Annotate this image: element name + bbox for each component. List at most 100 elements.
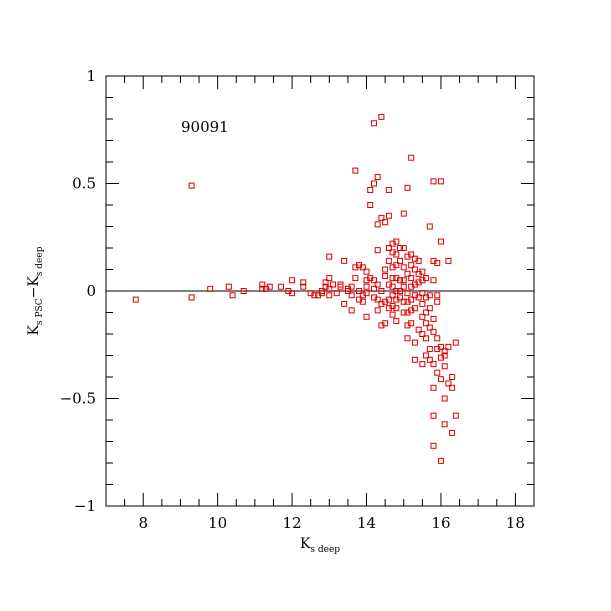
- data-point: [318, 290, 325, 297]
- data-point: [326, 275, 333, 282]
- data-point: [426, 346, 433, 353]
- data-point: [322, 279, 329, 286]
- data-point: [311, 292, 318, 299]
- data-point: [277, 283, 284, 290]
- data-point: [225, 283, 232, 290]
- x-tick-label: 18: [506, 514, 525, 532]
- data-point: [434, 369, 441, 376]
- data-point: [374, 281, 381, 288]
- data-point: [426, 305, 433, 312]
- data-point: [419, 361, 426, 368]
- data-point: [370, 180, 377, 187]
- x-axis-label: Ks deep: [300, 536, 340, 555]
- data-point: [423, 275, 430, 282]
- data-point: [437, 178, 444, 185]
- data-point: [385, 212, 392, 219]
- data-point: [408, 251, 415, 258]
- chart-annotation: 90091: [181, 118, 229, 136]
- data-point: [363, 290, 370, 297]
- data-point: [449, 374, 456, 380]
- data-point: [408, 275, 415, 282]
- x-tick-label: 10: [208, 514, 227, 532]
- data-point: [385, 245, 392, 251]
- data-point: [389, 275, 396, 282]
- data-point: [430, 442, 437, 449]
- data-point: [393, 305, 400, 312]
- data-point: [400, 309, 407, 316]
- data-point: [430, 178, 437, 185]
- data-point: [415, 294, 422, 301]
- data-point: [389, 292, 396, 299]
- data-point: [363, 268, 370, 275]
- data-point: [434, 298, 441, 305]
- data-point: [326, 285, 333, 292]
- data-point: [437, 376, 444, 383]
- data-point: [408, 154, 415, 161]
- data-point: [240, 288, 247, 294]
- y-axis-label-a-main: K: [26, 324, 42, 335]
- data-point: [389, 283, 396, 290]
- data-point: [441, 395, 448, 402]
- data-point: [437, 343, 444, 350]
- y-axis-label: Ks PSC−Ks deep: [26, 246, 45, 335]
- data-point: [419, 300, 426, 307]
- data-point: [207, 285, 214, 292]
- data-point: [363, 313, 370, 320]
- data-point: [430, 384, 437, 391]
- data-point: [393, 251, 400, 258]
- data-point: [188, 182, 195, 189]
- data-point: [359, 264, 366, 271]
- data-point: [382, 320, 389, 327]
- data-point: [423, 335, 430, 342]
- data-point: [426, 292, 433, 299]
- data-point: [341, 300, 348, 307]
- data-point: [326, 292, 333, 299]
- y-tick-label: −1: [74, 497, 96, 515]
- data-point: [411, 266, 418, 273]
- data-point: [434, 260, 441, 267]
- data-point: [352, 275, 359, 282]
- data-point: [441, 363, 448, 370]
- data-point: [441, 421, 448, 428]
- data-point: [441, 348, 448, 355]
- data-point: [408, 320, 415, 327]
- data-point: [411, 305, 418, 312]
- data-point: [404, 335, 411, 342]
- data-point: [367, 202, 374, 208]
- data-point: [400, 210, 407, 217]
- y-tick-label: −0.5: [60, 390, 96, 408]
- data-point: [393, 318, 400, 325]
- data-point: [370, 120, 377, 127]
- data-point: [408, 262, 415, 269]
- data-point: [382, 219, 389, 226]
- data-point: [367, 186, 374, 193]
- data-point: [400, 298, 407, 305]
- data-point: [356, 288, 363, 294]
- data-point: [382, 272, 389, 279]
- data-point: [423, 320, 430, 327]
- data-point: [374, 307, 381, 314]
- data-point: [393, 288, 400, 294]
- data-point: [426, 356, 433, 363]
- data-point: [404, 184, 411, 191]
- data-point: [397, 294, 404, 301]
- data-point: [382, 266, 389, 273]
- data-points: [132, 113, 459, 464]
- data-point: [259, 281, 266, 288]
- data-point: [452, 339, 459, 346]
- data-point: [348, 292, 355, 299]
- x-tick-label: 12: [283, 514, 302, 532]
- data-point: [437, 457, 444, 464]
- data-point: [352, 167, 359, 174]
- data-point: [374, 174, 381, 181]
- x-tick-label: 8: [138, 514, 148, 532]
- data-point: [344, 288, 351, 294]
- data-point: [385, 296, 392, 303]
- data-point: [259, 285, 266, 292]
- data-point: [397, 288, 404, 294]
- data-point: [426, 223, 433, 230]
- data-point: [430, 328, 437, 335]
- data-point: [333, 290, 340, 297]
- data-point: [374, 296, 381, 303]
